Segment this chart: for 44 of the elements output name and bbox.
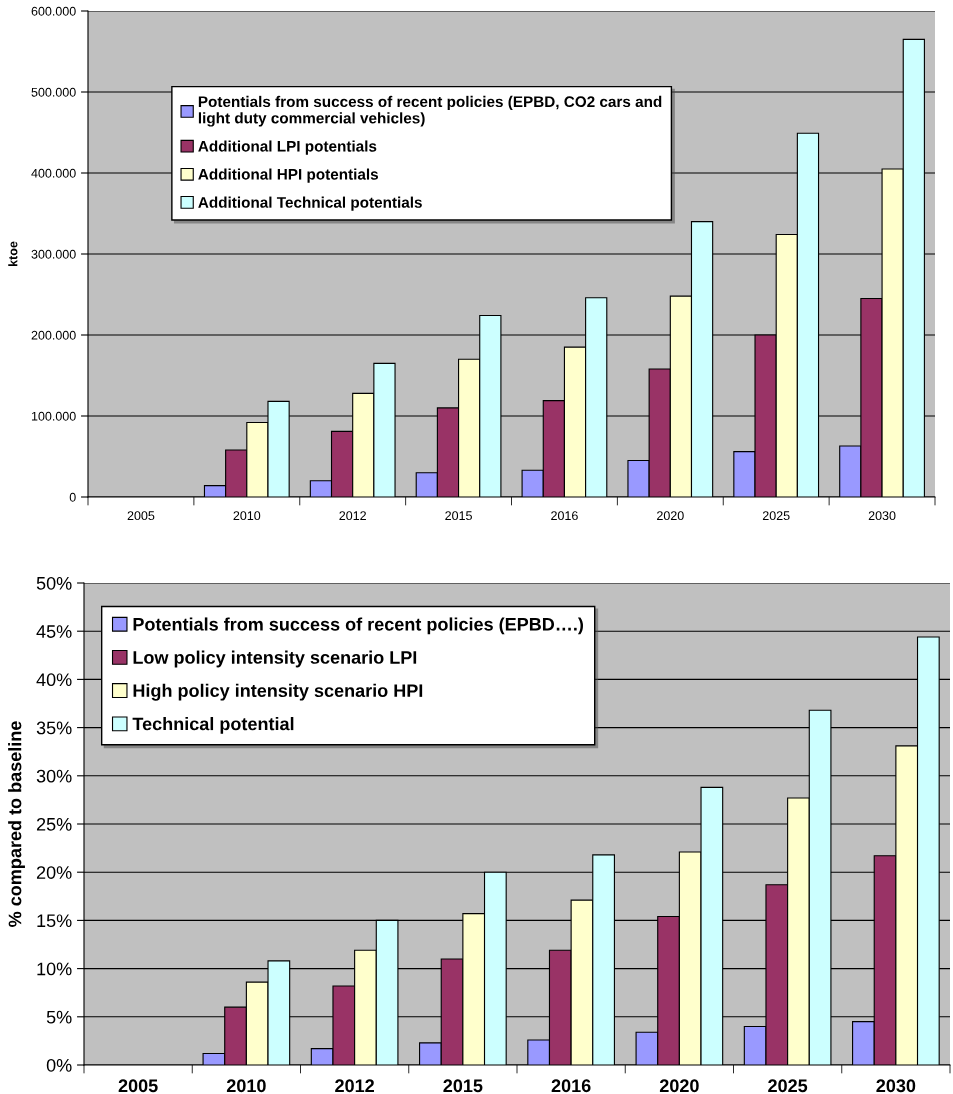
x-tick-label: 2025 [768,1079,808,1093]
x-tick-label: 2016 [551,1079,591,1093]
x-tick-label: 2020 [657,511,684,521]
y-tick-label: 5% [46,1010,72,1024]
y-tick-label: 500.000 [31,87,76,97]
legend-label: Potentials from success of recent policies (EPBD….) [133,617,583,635]
y-tick-label: 600.000 [31,6,76,16]
legend-label: Potentials from success of recent policies (EPBD, CO2 cars and light duty commercial vehicles) [198,95,662,127]
x-tick-label: 2010 [233,511,261,521]
y-tick-label: 100.000 [31,411,76,421]
y-tick-label: 40% [36,673,72,687]
y-tick-label: 400.000 [31,168,76,178]
x-tick-label: 2010 [226,1079,266,1093]
x-tick-label: 2015 [443,1079,483,1093]
legend-label: Additional Technical potentials [198,196,422,211]
y-tick-label: 0% [46,1058,72,1072]
legend-label: Low policy intensity scenario LPI [133,650,417,668]
y-tick-label: 25% [36,817,72,831]
y-tick-label: 0 [69,492,76,502]
x-tick-label: 2015 [445,511,472,521]
y-tick-label: 300.000 [31,249,76,259]
x-tick-label: 2016 [551,511,578,521]
y-axis-title: ktoe [8,241,18,266]
legend-label: Additional LPI potentials [198,140,377,155]
x-tick-label: 2030 [876,1079,916,1093]
x-tick-label: 2012 [335,1079,374,1093]
x-tick-label: 2030 [868,511,896,521]
y-tick-label: 15% [37,914,72,928]
x-tick-label: 2025 [762,511,790,521]
x-tick-label: 2005 [127,511,155,521]
x-tick-label: 2012 [339,511,366,521]
y-tick-label: 30% [36,769,72,783]
legend-label: Additional HPI potentials [198,168,378,183]
y-tick-label: 45% [36,625,72,638]
x-tick-label: 2020 [659,1079,699,1093]
y-tick-label: 35% [36,721,72,735]
y-axis-title: % compared to baseline [8,721,25,927]
x-tick-label: 2005 [118,1079,158,1093]
legend-label: Technical potential [132,717,294,734]
legend-label: High policy intensity scenario HPI [133,683,423,701]
y-tick-label: 50% [36,576,72,590]
y-tick-label: 200.000 [31,330,76,340]
y-tick-label: 20% [36,866,72,879]
y-tick-label: 10% [37,962,72,976]
